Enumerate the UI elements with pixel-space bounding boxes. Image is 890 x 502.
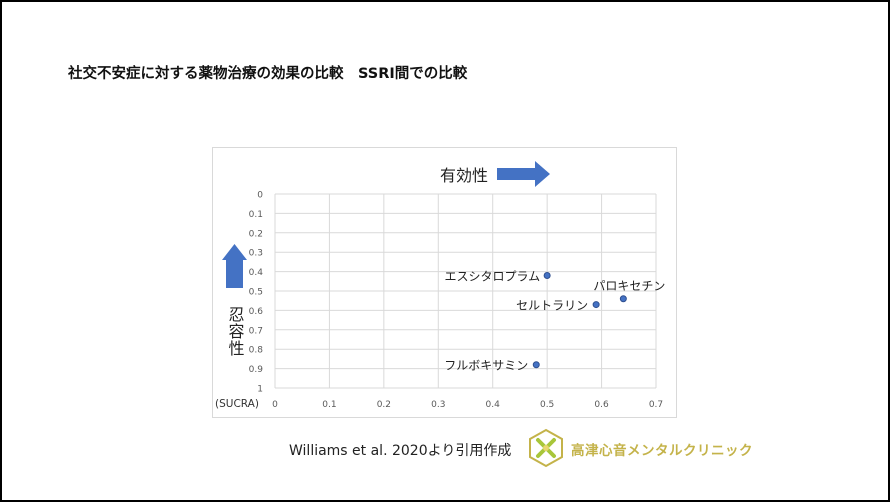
data-point-label: セルトラリン	[516, 299, 588, 313]
y-tick-label: 0.6	[249, 307, 264, 317]
y-tick-label: 0	[257, 191, 263, 201]
data-point-label: フルボキサミン	[444, 359, 528, 373]
y-tick-label: 0.2	[249, 229, 263, 239]
y-annotation-label: 忍容性	[226, 306, 245, 357]
grid-layer	[274, 193, 657, 389]
x-tick-label: 0.4	[486, 400, 501, 410]
data-point	[592, 301, 600, 309]
x-annotation-label: 有効性	[440, 166, 488, 185]
y-tick-label: 0.7	[249, 326, 263, 336]
x-tick-label: 0.6	[594, 400, 609, 410]
x-tick-label: 0.7	[649, 400, 663, 410]
y-tick-label: 0.5	[249, 288, 263, 298]
y-tick-label: 0.3	[249, 249, 263, 259]
tick-label-layer: 0 0.1 0.2 0.3 0.4 0.5 0.6 0.7 0 0.1 0.2 0.3 0.4 0.5 0.…	[249, 191, 663, 411]
y-tick-label: 0.1	[249, 210, 263, 220]
y-tick-label: 0.9	[249, 365, 264, 375]
data-point-label: エスシタロプラム	[444, 269, 540, 283]
x-tick-label: 0.3	[431, 400, 445, 410]
x-tick-label: 0	[272, 400, 278, 410]
data-point-label: パロキセチン	[593, 279, 665, 293]
y-unit-label: (SUCRA)	[215, 398, 259, 410]
data-point	[619, 295, 627, 303]
slide-title: 社交不安症に対する薬物治療の効果の比較 SSRI間での比較	[68, 66, 468, 82]
clinic-logo-icon	[529, 428, 563, 468]
effectiveness-arrow-icon	[497, 161, 550, 187]
scatter-chart: 0 0.1 0.2 0.3 0.4 0.5 0.6 0.7 0 0.1 0.2 0.3 0.4 0.5 0.…	[215, 161, 665, 411]
x-tick-label: 0.1	[322, 400, 336, 410]
clinic-logo-text: 高津心音メンタルクリニック	[571, 443, 753, 459]
citation-text: Williams et al. 2020より引用作成	[289, 443, 512, 459]
data-point	[532, 361, 540, 369]
x-tick-label: 0.5	[540, 400, 554, 410]
y-tick-label: 1	[257, 385, 263, 395]
x-tick-label: 0.2	[377, 400, 391, 410]
chart-container: 0 0.1 0.2 0.3 0.4 0.5 0.6 0.7 0 0.1 0.2 0.3 0.4 0.5 0.…	[212, 147, 677, 418]
y-tick-label: 0.4	[249, 268, 264, 278]
y-tick-label: 0.8	[249, 346, 264, 356]
data-point	[543, 271, 551, 279]
tolerability-arrow-icon	[222, 244, 247, 288]
